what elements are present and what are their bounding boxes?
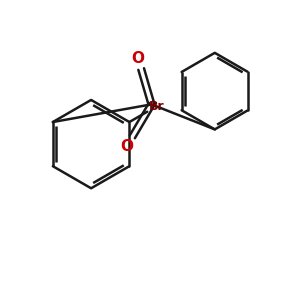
Text: O: O: [120, 139, 133, 154]
Text: O: O: [131, 51, 145, 66]
Text: Br: Br: [149, 100, 165, 112]
